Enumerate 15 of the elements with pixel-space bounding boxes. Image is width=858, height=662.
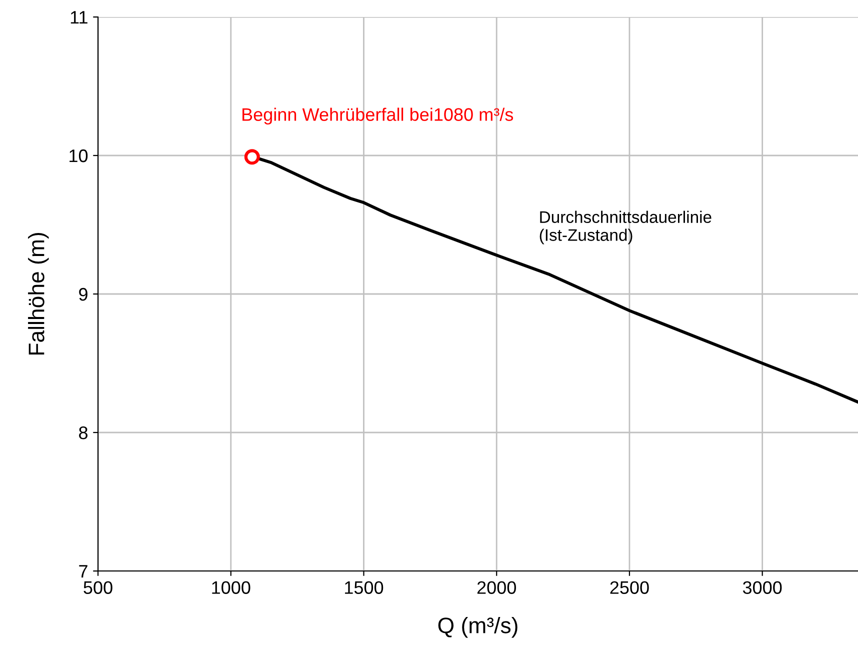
x-axis-title: Q (m³/s) [438, 617, 518, 638]
y-tick-label: 10 [70, 149, 88, 162]
annotation: Beginn Wehrüberfall bei1080 m³/s [242, 108, 514, 125]
y-tick-label: 11 [70, 11, 88, 24]
x-tick-label: 2000 [477, 581, 516, 594]
y-tick-label: 9 [79, 288, 88, 301]
y-axis-title: Fallhöhe (m) [28, 233, 49, 355]
x-tick-label: 2500 [610, 581, 649, 594]
x-tick-label: 1000 [212, 581, 250, 594]
x-tick-label: 3000 [742, 581, 782, 594]
y-tick-label: 8 [79, 426, 88, 440]
x-tick-label: 1500 [345, 581, 384, 594]
y-tick-label: 7 [79, 565, 88, 578]
x-tick-label: 500 [84, 581, 112, 594]
series-label: Durchschnittsdauerlinie (Ist-Zustand) [540, 210, 712, 244]
